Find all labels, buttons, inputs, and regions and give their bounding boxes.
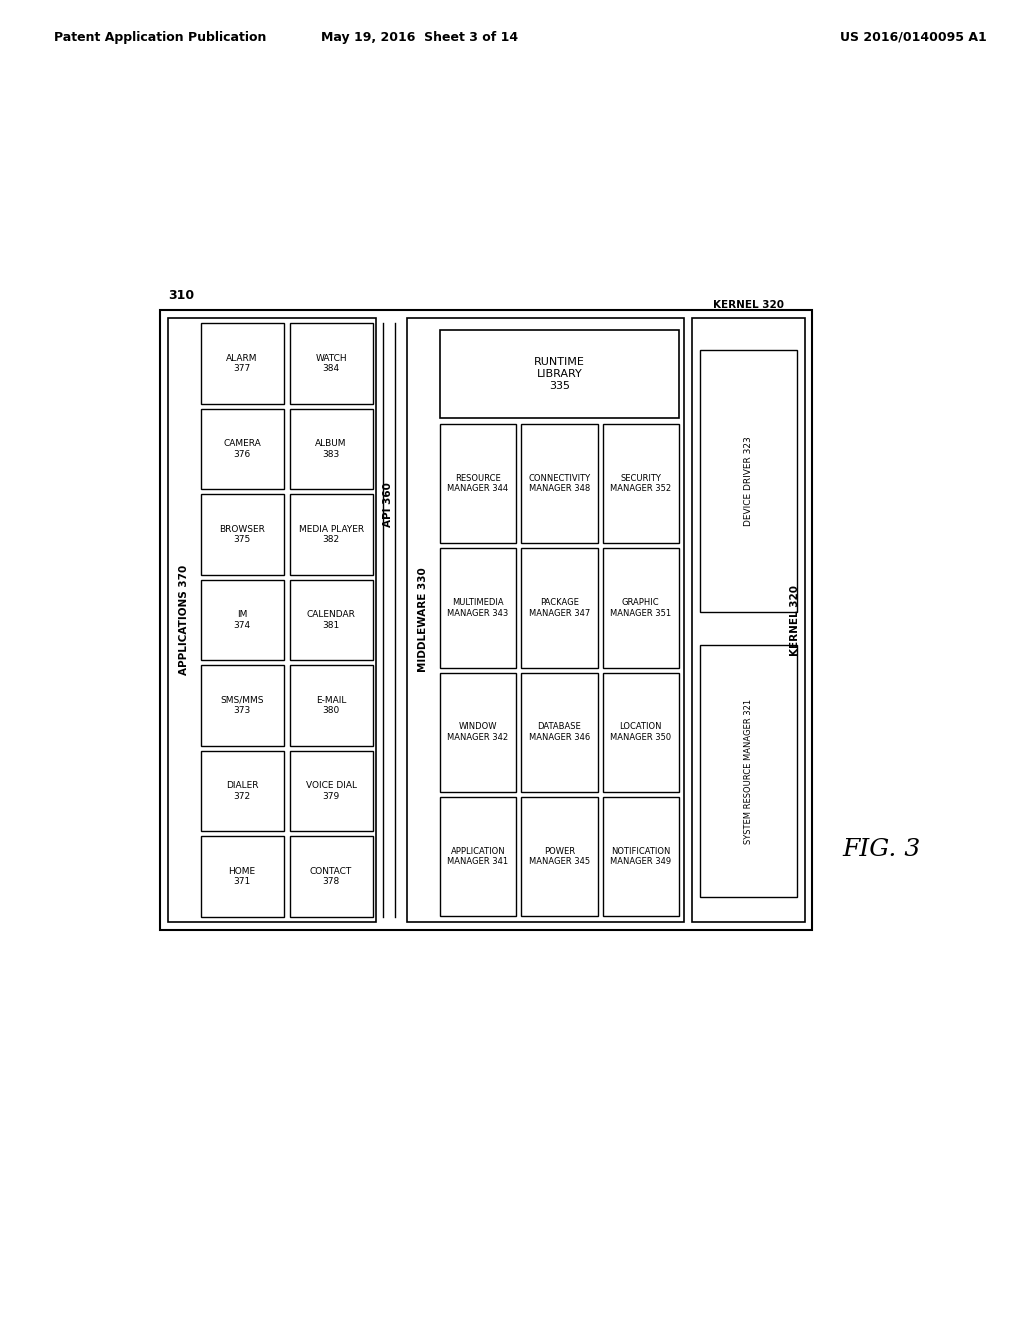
Bar	[602, 672, 679, 792]
Text: E-MAIL
380: E-MAIL 380	[316, 696, 346, 715]
Bar	[290, 751, 373, 832]
Text: 310: 310	[168, 289, 195, 302]
Text: DIALER
372: DIALER 372	[226, 781, 258, 801]
Text: May 19, 2016  Sheet 3 of 14: May 19, 2016 Sheet 3 of 14	[322, 30, 518, 44]
Text: CAMERA
376: CAMERA 376	[223, 440, 261, 458]
Text: DEVICE DRIVER 323: DEVICE DRIVER 323	[743, 436, 753, 525]
Bar	[521, 548, 598, 668]
Text: APPLICATIONS 370: APPLICATIONS 370	[179, 565, 188, 675]
Bar	[521, 424, 598, 544]
Text: VOICE DIAL
379: VOICE DIAL 379	[305, 781, 356, 801]
Text: NOTIFICATION
MANAGER 349: NOTIFICATION MANAGER 349	[610, 846, 672, 866]
Text: SECURITY
MANAGER 352: SECURITY MANAGER 352	[610, 474, 672, 494]
Text: PACKAGE
MANAGER 347: PACKAGE MANAGER 347	[528, 598, 590, 618]
Bar	[201, 665, 284, 746]
Bar	[290, 409, 373, 490]
Text: SYSTEM RESOURCE MANAGER 321: SYSTEM RESOURCE MANAGER 321	[743, 698, 753, 843]
Text: ALBUM
383: ALBUM 383	[315, 440, 347, 458]
Text: DATABASE
MANAGER 346: DATABASE MANAGER 346	[528, 722, 590, 742]
Text: CONNECTIVITY
MANAGER 348: CONNECTIVITY MANAGER 348	[528, 474, 591, 494]
Text: HOME
371: HOME 371	[228, 867, 256, 887]
Text: RESOURCE
MANAGER 344: RESOURCE MANAGER 344	[447, 474, 509, 494]
Bar	[290, 323, 373, 404]
Text: CALENDAR
381: CALENDAR 381	[306, 610, 355, 630]
Text: LOCATION
MANAGER 350: LOCATION MANAGER 350	[610, 722, 672, 742]
Bar	[440, 330, 679, 418]
Text: API 360: API 360	[383, 483, 393, 528]
Bar	[602, 424, 679, 544]
Text: WATCH
384: WATCH 384	[315, 354, 347, 374]
Bar	[201, 837, 284, 917]
Text: Patent Application Publication: Patent Application Publication	[54, 30, 266, 44]
Text: FIG. 3: FIG. 3	[842, 838, 921, 862]
Text: SMS/MMS
373: SMS/MMS 373	[220, 696, 264, 715]
Bar	[201, 579, 284, 660]
Bar	[440, 672, 516, 792]
Text: KERNEL 320: KERNEL 320	[790, 585, 800, 656]
Text: US 2016/0140095 A1: US 2016/0140095 A1	[840, 30, 987, 44]
Bar	[440, 797, 516, 916]
Bar	[160, 310, 812, 931]
Bar	[692, 318, 805, 921]
Bar	[290, 837, 373, 917]
Bar	[201, 751, 284, 832]
Text: BROWSER
375: BROWSER 375	[219, 525, 265, 544]
Text: MEDIA PLAYER
382: MEDIA PLAYER 382	[299, 525, 364, 544]
Bar	[602, 797, 679, 916]
Bar	[440, 548, 516, 668]
Text: GRAPHIC
MANAGER 351: GRAPHIC MANAGER 351	[610, 598, 672, 618]
Text: IM
374: IM 374	[233, 610, 251, 630]
Text: MULTIMEDIA
MANAGER 343: MULTIMEDIA MANAGER 343	[447, 598, 509, 618]
Bar	[408, 318, 684, 921]
Bar	[201, 494, 284, 574]
Bar	[602, 548, 679, 668]
Text: MIDDLEWARE 330: MIDDLEWARE 330	[418, 568, 428, 672]
Bar	[290, 494, 373, 574]
Bar	[699, 645, 797, 898]
Text: RUNTIME
LIBRARY
335: RUNTIME LIBRARY 335	[534, 358, 585, 391]
Bar	[699, 350, 797, 612]
Text: KERNEL 320: KERNEL 320	[713, 300, 783, 310]
Bar	[201, 323, 284, 404]
Text: APPLICATION
MANAGER 341: APPLICATION MANAGER 341	[447, 846, 509, 866]
Bar	[440, 424, 516, 544]
Text: CONTACT
378: CONTACT 378	[310, 867, 352, 887]
Text: ALARM
377: ALARM 377	[226, 354, 258, 374]
Text: POWER
MANAGER 345: POWER MANAGER 345	[528, 846, 590, 866]
Text: WINDOW
MANAGER 342: WINDOW MANAGER 342	[447, 722, 509, 742]
Bar	[290, 579, 373, 660]
Bar	[521, 797, 598, 916]
Bar	[521, 672, 598, 792]
Bar	[168, 318, 376, 921]
Bar	[201, 409, 284, 490]
Bar	[290, 665, 373, 746]
